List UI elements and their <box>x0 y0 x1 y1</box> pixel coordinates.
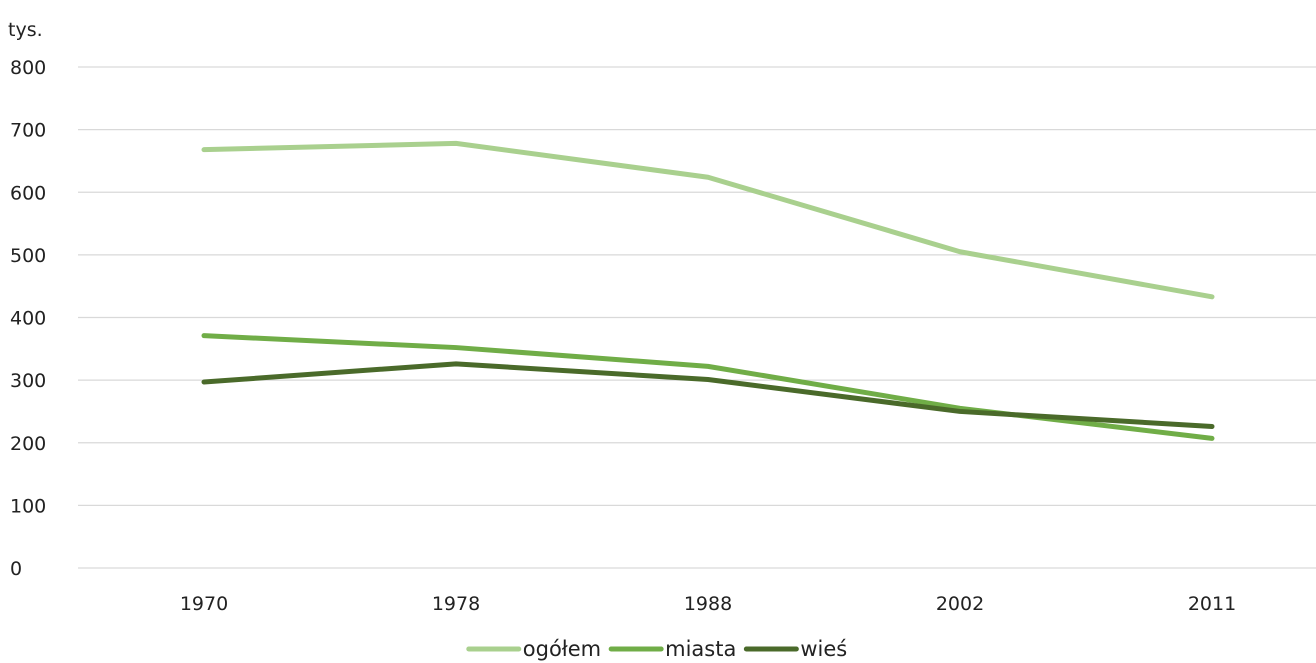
series-line-miasta <box>201 333 1215 441</box>
legend-label: ogółem <box>523 637 601 661</box>
gridlines <box>78 66 1316 569</box>
x-tick-label: 2002 <box>936 593 984 615</box>
y-tick-label: 200 <box>10 433 46 455</box>
x-axis-ticks: 1970 1978 1988 2002 2011 <box>180 593 1236 615</box>
legend-label: miasta <box>665 637 736 661</box>
series-lines <box>201 140 1215 441</box>
x-tick-label: 1970 <box>180 593 228 615</box>
series-line-wieś <box>201 361 1215 429</box>
series-line-ogółem <box>201 140 1215 300</box>
unit-label: tys. <box>8 19 43 41</box>
y-tick-label: 700 <box>10 120 46 142</box>
y-tick-label: 0 <box>10 558 22 580</box>
y-tick-label: 600 <box>10 182 46 204</box>
y-tick-label: 300 <box>10 370 46 392</box>
x-tick-label: 2011 <box>1188 593 1236 615</box>
legend: ogółem miasta wieś <box>466 637 847 661</box>
legend-label: wieś <box>800 637 847 661</box>
y-axis-ticks: 0 100 200 300 400 500 600 700 800 <box>10 57 46 580</box>
y-tick-label: 800 <box>10 57 46 79</box>
x-tick-label: 1978 <box>432 593 480 615</box>
y-tick-label: 400 <box>10 308 46 330</box>
y-tick-label: 500 <box>10 245 46 267</box>
x-tick-label: 1988 <box>684 593 732 615</box>
y-tick-label: 100 <box>10 495 46 517</box>
